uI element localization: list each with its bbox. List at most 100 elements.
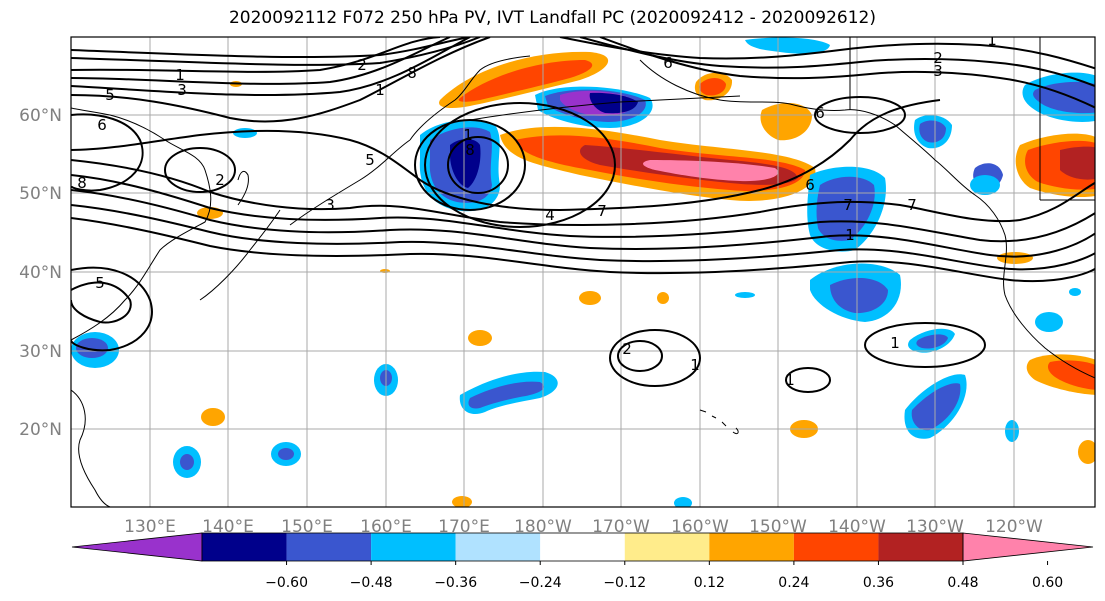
pv-contour-closed [447,136,509,194]
contour-label: 6 [815,104,825,122]
contour-label: 5 [95,274,105,292]
contour-label: 3 [933,62,943,80]
negative-anomaly-blob [1035,312,1063,332]
negative-anomaly-blob-core [180,454,194,470]
negative-anomaly-top [745,37,830,54]
map-title: 2020092112 F072 250 hPa PV, IVT Landfall… [228,8,876,28]
contour-label: 6 [97,116,107,134]
longitude-labels: 130°E 140°E 150°E 160°E 170°E 180°W 170°W 160°W… [124,517,1043,537]
negative-anomaly-blob-core [278,448,294,460]
pv-contour-line [71,37,481,66]
contour-label: 3 [325,196,335,214]
pv-contour-closed [617,340,663,372]
positive-anomaly-blob [201,408,225,426]
latitude-tick-label: 40°N [19,263,62,283]
longitude-tick-label: 180°W [514,517,572,537]
contour-label: 1 [690,356,700,374]
positive-anomaly-bering-core [458,60,593,102]
positive-anomaly-blob [1078,440,1095,464]
colorbar-segment [455,533,541,561]
contour-label: 6 [663,54,673,72]
pv-contour-line [579,37,1095,88]
contour-label: 8 [465,141,475,159]
colorbar-tick-label: −0.12 [603,575,646,591]
kamchatka [409,55,531,141]
pv-contour-line [71,266,153,352]
positive-anomaly-blob [468,330,492,346]
negative-anomaly-bc-core [919,120,946,143]
contour-label: 4 [545,206,555,224]
negative-anomaly-blob [233,128,257,138]
pv-contour-line [71,174,1095,243]
colorbar-extend-max [962,532,1094,562]
negative-anomaly-blob [735,292,755,298]
colorbar-ticks: −0.60 −0.48 −0.36 −0.24 −0.12 0.12 0.24 0.36 0.4… [265,561,1063,591]
colorbar-segment [709,533,794,561]
colorbar-segment [878,533,963,561]
colorbar-segment [793,533,879,561]
negative-anomaly-bering-deep [589,92,638,114]
negative-anomaly-blob [970,175,1000,195]
contour-label: 2 [933,49,943,67]
colorbar-tick-label: 0.60 [1032,575,1063,591]
colorbar-tick-label: −0.60 [265,575,308,591]
longitude-tick-label: 150°W [749,517,807,537]
longitude-tick-label: 170°E [438,517,490,537]
contour-label: 1 [890,334,900,352]
pv-contour-line [71,37,491,123]
pv-contour-line [71,37,441,73]
contour-label: 5 [365,151,375,169]
positive-anomaly-ne-pacific-max [1060,146,1095,180]
latitude-labels: 60°N 50°N 40°N 30°N 20°N [19,106,62,440]
pv-contour-line [71,204,1095,271]
contour-label: 1 [845,226,855,244]
pv-contour-closed [814,96,906,134]
latitude-tick-label: 60°N [19,106,62,126]
longitude-tick-label: 170°W [592,517,650,537]
contour-label: 1 [175,66,185,84]
positive-anomaly-blob [997,252,1033,264]
map-frame [70,36,1096,508]
colorbar-extend-min [71,532,203,562]
longitude-tick-label: 140°W [828,517,886,537]
latitude-tick-label: 30°N [19,342,62,362]
pv-contour-closed [414,119,526,211]
contour-label: 8 [77,174,87,192]
pv-contour-closed [864,322,986,368]
negative-anomaly-subtropical-core [468,381,544,409]
negative-anomaly-blob [1005,420,1019,442]
pv-contour-line [71,37,471,59]
colorbar [71,532,1094,562]
latitude-tick-label: 50°N [19,184,62,204]
longitude-tick-label: 160°E [360,517,412,537]
contour-label: 5 [105,86,115,104]
negative-anomaly-hawaii-ne-core [911,383,961,431]
contour-label: 1 [463,126,473,144]
contour-label: 7 [843,196,853,214]
longitude-tick-label: 150°E [281,517,333,537]
negative-anomaly-east-pacific-core [830,278,888,314]
contour-label: 1 [785,371,795,389]
colorbar-segment [624,533,710,561]
colorbar-segment [540,533,625,561]
asia-coast [71,107,212,341]
colorbar-tick-label: −0.24 [519,575,562,591]
contour-label: 7 [907,196,917,214]
pv-contour-line [71,37,471,96]
pv-anomaly-shading [71,37,1095,507]
contour-label: 3 [177,81,187,99]
contour-label: 8 [407,64,417,82]
positive-anomaly-southeast-core [1047,360,1095,390]
colorbar-tick-label: 0.24 [778,575,809,591]
pv-contour-line [71,189,1095,258]
contour-label: 1 [375,81,385,99]
pv-contour-line [71,217,1095,283]
pv-contour-line [71,113,144,192]
pv-contour-line [599,37,1095,109]
colorbar-segment [202,533,287,561]
pv-contour-line [71,99,941,212]
pv-contours [71,37,1095,393]
longitude-tick-label: 120°W [985,517,1043,537]
positive-anomaly-blob [452,496,472,507]
